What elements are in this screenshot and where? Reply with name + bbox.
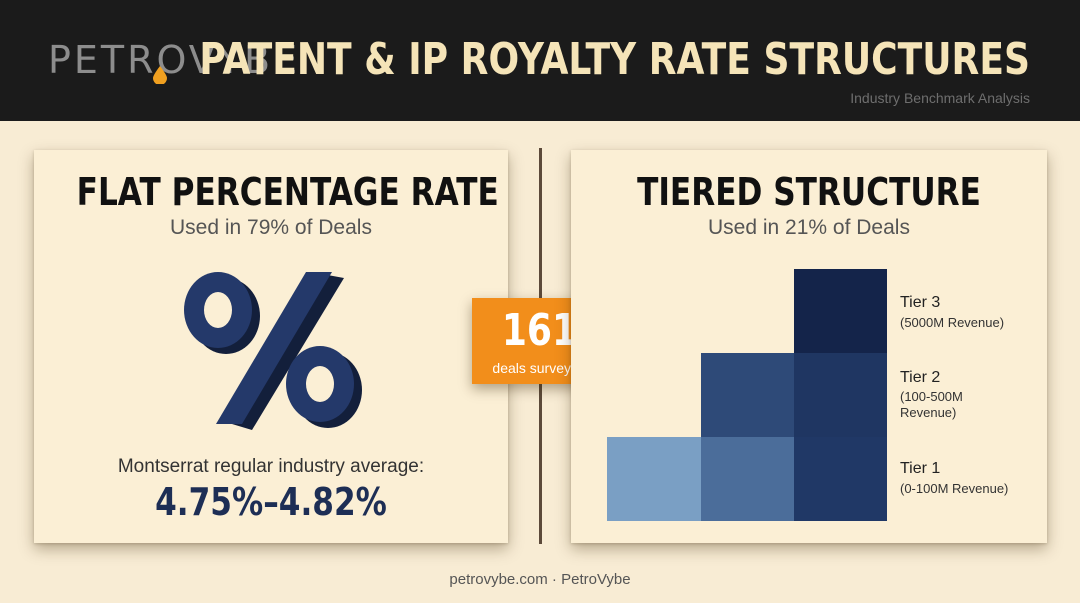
footer-credit: petrovybe.com · PetroVybe [449,571,631,588]
average-value: 4.75%–4.82% [155,480,387,524]
header-bar: PETROVYBE PATENT & IP ROYALTY RATE STRUC… [0,0,1080,121]
tier2-label: Tier 2 [900,369,941,386]
logo-text-vybe: VYBE [188,38,301,82]
tier3-block-top [794,269,887,353]
logo-text-petro: PETRO [48,38,189,82]
tier-staircase-graphic [607,269,887,521]
tier1-block-mid [701,437,794,521]
page-title: PATENT & IP ROYALTY RATE STRUCTURES [199,34,1030,85]
tier2-block-right [794,353,887,437]
tier2-desc-line2: Revenue) [900,405,957,420]
deals-count: 161 [501,305,578,356]
tier2-desc-line1: (100-500M [900,389,963,404]
tier1-block-left [607,437,701,521]
flat-rate-card: FLAT PERCENTAGE RATE Used in 79% of Deal… [34,150,508,543]
flat-rate-usage: Used in 79% of Deals [170,216,372,239]
tier3-label: Tier 3 [900,294,941,311]
deals-label: deals surveyed [492,360,587,376]
brand-logo: PETROVYBE [48,36,300,84]
average-label: Montserrat regular industry average: [117,456,425,477]
tiered-usage: Used in 21% of Deals [708,216,910,239]
tier1-label: Tier 1 [900,460,941,477]
percent-icon [184,272,362,430]
tier2-block-left [701,353,794,437]
page-subtitle: Industry Benchmark Analysis [850,90,1030,106]
tier3-desc: (5000M Revenue) [900,315,1005,330]
tier1-desc: (0-100M Revenue) [900,481,1009,496]
tier1-block-right [794,437,887,521]
tiered-card: TIERED STRUCTURE Used in 21% of Deals Ti… [571,150,1047,543]
oil-drop-icon [153,66,167,84]
flat-rate-title: FLAT PERCENTAGE RATE [76,170,499,214]
tiered-title: TIERED STRUCTURE [637,170,981,214]
